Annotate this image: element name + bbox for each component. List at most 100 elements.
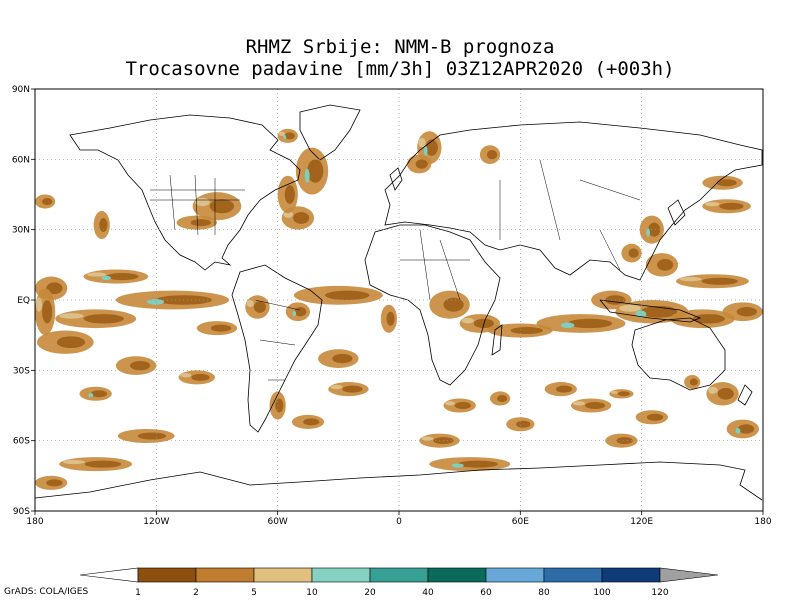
colorbar-swatch — [195, 567, 255, 583]
colorbar-swatch — [369, 567, 429, 583]
precip-light — [707, 386, 718, 394]
precip-core — [717, 387, 734, 400]
precip-light — [59, 313, 84, 319]
precip-core — [737, 424, 755, 434]
colorbar-level-label: 60 — [480, 588, 492, 598]
lon-tick-label: 180 — [754, 517, 771, 527]
precip-light — [619, 304, 641, 312]
precip-core — [99, 217, 108, 233]
precip-light — [180, 373, 192, 378]
precip-light — [86, 272, 107, 277]
precip-light — [195, 197, 210, 207]
lat-tick-label: 90N — [12, 85, 30, 95]
precip-core — [736, 307, 757, 317]
precip-light — [418, 137, 426, 148]
lat-tick-label: 30S — [13, 366, 30, 376]
colorbar-level-label: 20 — [364, 588, 376, 598]
south-america-outline — [231, 264, 323, 433]
precip-core — [209, 199, 234, 214]
precip-light — [330, 384, 343, 390]
colorbar-level-label: 2 — [193, 588, 199, 598]
precip-core — [516, 420, 531, 428]
precip-light — [461, 317, 474, 324]
precip-heavy — [147, 299, 165, 305]
precip-heavy — [292, 310, 297, 317]
graticule — [35, 89, 763, 511]
precip-light — [679, 277, 702, 282]
precip-light — [610, 390, 618, 394]
precip-core — [567, 318, 613, 329]
precip-core — [106, 273, 139, 281]
precip-light — [445, 401, 455, 406]
colorbar-swatch — [427, 567, 487, 583]
precip-core — [275, 398, 284, 413]
new-zealand-outline — [737, 384, 753, 406]
precip-core — [83, 314, 124, 324]
precip-core — [692, 314, 725, 324]
precip-core — [646, 413, 664, 421]
precip-light — [704, 202, 720, 207]
colorbar-level-label: 1 — [135, 588, 141, 598]
maritime-continent-outline — [599, 299, 702, 323]
precip-core — [510, 326, 543, 334]
australia-outline — [631, 317, 726, 391]
colorbar-level-label: 100 — [593, 588, 610, 598]
precip-heavy — [451, 463, 464, 468]
colorbar-swatch — [543, 567, 603, 583]
antarctica-outline — [34, 461, 763, 501]
north-america-outline — [69, 114, 301, 271]
precip-core — [84, 460, 122, 468]
precip-light — [278, 131, 285, 136]
precip-heavy — [560, 322, 575, 329]
precip-core — [56, 336, 86, 349]
precip-core — [648, 222, 661, 237]
lon-tick-label: 0 — [396, 517, 402, 527]
political-borders — [150, 159, 641, 381]
precip-core — [342, 385, 363, 393]
precip-core — [555, 385, 573, 393]
precip-core — [415, 159, 428, 169]
grads-credit: GrADS: COLA/IGES — [4, 587, 89, 597]
precip-core — [90, 390, 107, 398]
precip-core — [210, 324, 232, 332]
lon-tick-label: 120W — [143, 517, 169, 527]
colorbar: 1 2 5 10 20 40 60 80 100 120 — [79, 567, 719, 598]
lon-tick-label: 120E — [630, 517, 653, 527]
latitude-labels: 90N 60N 30N EQ 30S 60S 90S — [12, 85, 35, 517]
colorbar-swatch — [137, 567, 197, 583]
precip-light — [572, 401, 586, 406]
precip-core — [457, 460, 499, 468]
precip-core — [190, 219, 211, 227]
precip-core — [307, 159, 324, 183]
precip-core — [443, 297, 464, 312]
precip-core — [497, 394, 508, 402]
precip-light — [62, 459, 85, 465]
precip-core — [294, 307, 307, 317]
map-title-line1: RHMZ Srbije: NMM-B prognoza — [245, 36, 555, 58]
precip-core — [425, 139, 438, 156]
precip-core — [284, 132, 295, 140]
lat-tick-label: 90S — [13, 507, 30, 517]
lat-tick-label: 60S — [13, 437, 30, 447]
colorbar-level-label: 120 — [651, 588, 668, 598]
precip-core — [46, 282, 63, 295]
precip-light — [36, 297, 43, 312]
precip-core — [454, 401, 471, 410]
precip-core — [689, 378, 698, 386]
precip-core — [657, 258, 674, 271]
africa-outline — [364, 224, 501, 386]
colorbar-swatch — [601, 567, 661, 583]
precip-core — [628, 248, 639, 258]
precip-light — [246, 300, 254, 308]
colorbar-level-label: 80 — [538, 588, 550, 598]
precip-heavy — [735, 428, 741, 434]
precip-core — [284, 185, 295, 204]
lon-tick-label: 180 — [26, 517, 43, 527]
precip-core — [324, 290, 370, 300]
precip-core — [486, 149, 498, 160]
greenland-outline — [299, 104, 361, 161]
precip-core — [332, 353, 353, 364]
madagascar-outline — [491, 324, 503, 356]
colorbar-swatch — [253, 567, 313, 583]
precip-light — [421, 436, 434, 441]
